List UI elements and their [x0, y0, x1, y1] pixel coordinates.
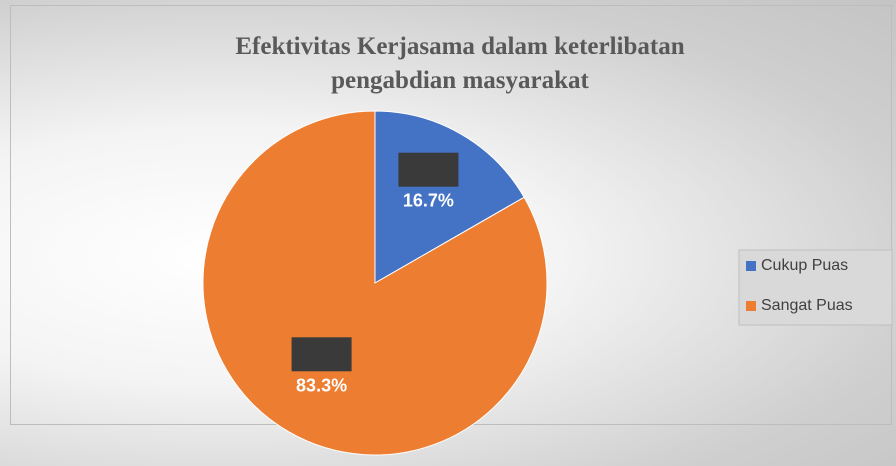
legend-label: Sangat Puas	[761, 297, 853, 314]
label-box	[291, 337, 352, 372]
legend-swatch	[746, 301, 756, 311]
pie-slice	[202, 110, 548, 456]
chart-title: Efektivitas Kerjasama dalam keterlibatan…	[235, 33, 685, 94]
label-box	[398, 152, 459, 187]
data-label: 16.7%	[403, 191, 454, 211]
data-label: 83.3%	[296, 375, 347, 395]
legend-swatch	[746, 261, 756, 271]
legend-label: Cukup Puas	[761, 257, 848, 274]
legend-box	[738, 249, 893, 326]
